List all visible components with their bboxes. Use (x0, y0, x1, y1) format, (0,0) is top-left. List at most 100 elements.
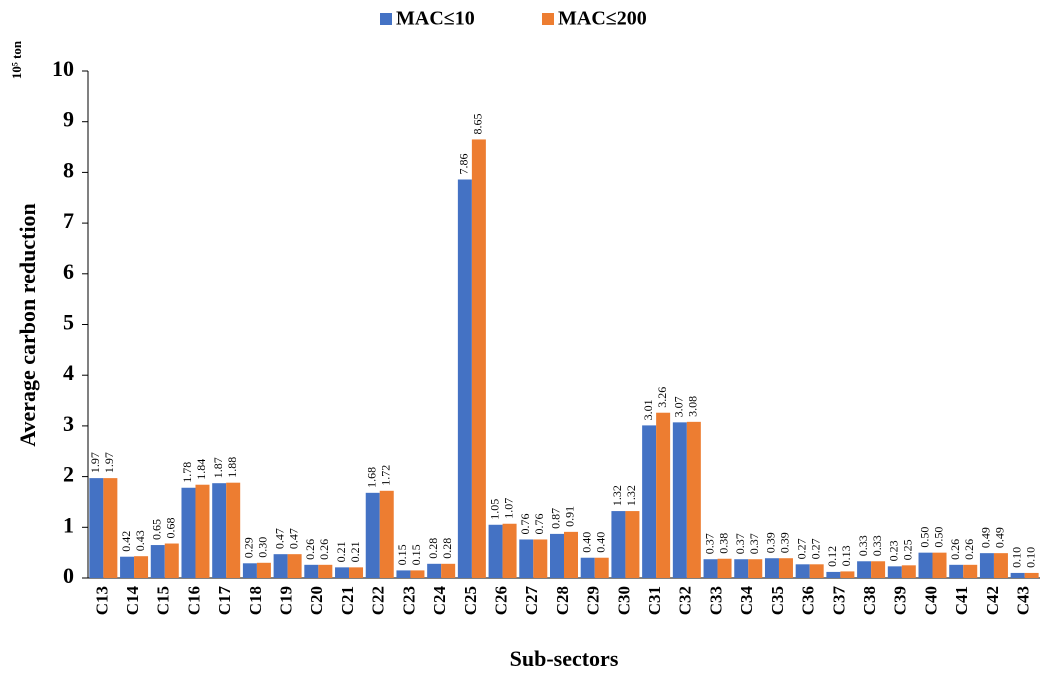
x-tick-label: C29 (584, 586, 603, 615)
value-label: 0.26 (948, 539, 962, 560)
bar (717, 558, 732, 578)
value-label: 0.28 (440, 538, 454, 559)
bar (396, 570, 411, 578)
bar (993, 553, 1008, 578)
y-tick-label: 1 (63, 512, 74, 537)
value-label: 0.76 (532, 513, 546, 534)
bar (642, 425, 657, 578)
x-tick-label: C39 (891, 586, 910, 615)
bar (488, 524, 503, 578)
x-tick-label: C21 (338, 586, 357, 615)
value-label: 0.50 (917, 527, 931, 548)
bar (1010, 572, 1025, 578)
bar (195, 484, 210, 578)
bar (226, 482, 241, 578)
value-label: 3.01 (641, 399, 655, 420)
bar (134, 556, 149, 578)
legend-label: MAC≤10 (396, 8, 475, 30)
bar (564, 531, 578, 578)
x-axis-title: Sub-sectors (510, 646, 619, 671)
x-tick-label: C36 (799, 586, 818, 615)
value-label: 1.72 (378, 465, 392, 486)
value-label: 7.86 (457, 153, 471, 174)
value-label: 0.76 (518, 513, 532, 534)
value-label: 0.23 (887, 540, 901, 561)
bar (242, 563, 257, 578)
value-label: 0.87 (549, 508, 563, 529)
y-tick-label: 9 (63, 107, 74, 132)
value-label: 0.26 (317, 539, 331, 560)
value-label: 1.32 (624, 485, 638, 506)
x-tick-label: C15 (154, 586, 173, 615)
bar (379, 490, 394, 578)
value-label: 0.40 (593, 532, 607, 553)
value-label: 0.33 (870, 535, 884, 556)
value-label: 0.25 (901, 539, 915, 560)
bar (502, 523, 517, 578)
value-label: 0.10 (1023, 547, 1037, 568)
value-label: 0.27 (808, 538, 822, 559)
bar (287, 554, 302, 578)
value-label: 0.42 (119, 531, 133, 552)
bar (519, 539, 534, 578)
value-label: 0.37 (747, 533, 761, 554)
value-label: 0.65 (150, 519, 164, 540)
bar (410, 570, 425, 578)
x-tick-label: C26 (491, 586, 510, 615)
x-tick-label: C17 (215, 586, 234, 616)
value-label: 1.32 (610, 485, 624, 506)
x-tick-label: C23 (399, 586, 418, 615)
value-label: 0.38 (716, 533, 730, 554)
bar (887, 566, 902, 578)
bar (795, 564, 810, 578)
value-label: 0.10 (1009, 547, 1023, 568)
value-label: 0.39 (778, 532, 792, 553)
x-tick-label: C24 (430, 586, 449, 616)
bar (335, 567, 350, 578)
bar (1024, 572, 1039, 578)
x-tick-label: C32 (676, 586, 695, 615)
value-label: 0.27 (794, 538, 808, 559)
value-label: 0.49 (979, 527, 993, 548)
value-label: 0.12 (825, 546, 839, 567)
value-label: 3.26 (655, 387, 669, 408)
x-tick-label: C14 (123, 586, 142, 616)
value-label: 0.26 (303, 539, 317, 560)
y-axis-title: Average carbon reduction (15, 203, 40, 447)
value-label: 0.68 (164, 518, 178, 539)
y-tick-label: 0 (63, 563, 74, 588)
value-label: 0.47 (272, 528, 286, 549)
bar (273, 554, 288, 578)
legend-label: MAC≤200 (558, 8, 647, 30)
bar (103, 478, 118, 578)
bar (365, 492, 380, 578)
value-label: 1.68 (364, 467, 378, 488)
x-tick-label: C43 (1014, 586, 1033, 615)
value-label: 0.15 (409, 544, 423, 565)
value-label: 1.87 (211, 457, 225, 478)
x-tick-label: C13 (92, 586, 111, 615)
bar (734, 559, 749, 578)
value-label: 1.97 (102, 452, 116, 473)
value-label: 0.33 (856, 535, 870, 556)
bar (611, 511, 626, 578)
bar (748, 559, 763, 578)
value-label: 0.49 (993, 527, 1007, 548)
value-label: 1.88 (225, 457, 239, 478)
x-tick-label: C19 (277, 586, 296, 615)
bar (212, 483, 227, 578)
bar (901, 565, 916, 578)
bar (89, 478, 104, 578)
legend-swatch (542, 13, 554, 25)
bar (427, 563, 442, 578)
x-tick-label: C25 (461, 586, 480, 615)
bar (809, 564, 824, 578)
x-tick-label: C28 (553, 586, 572, 615)
value-label: 0.28 (426, 538, 440, 559)
x-tick-label: C34 (737, 586, 756, 616)
value-label: 1.05 (487, 499, 501, 520)
bar (764, 558, 779, 578)
bar (686, 421, 701, 578)
bar (840, 571, 855, 578)
